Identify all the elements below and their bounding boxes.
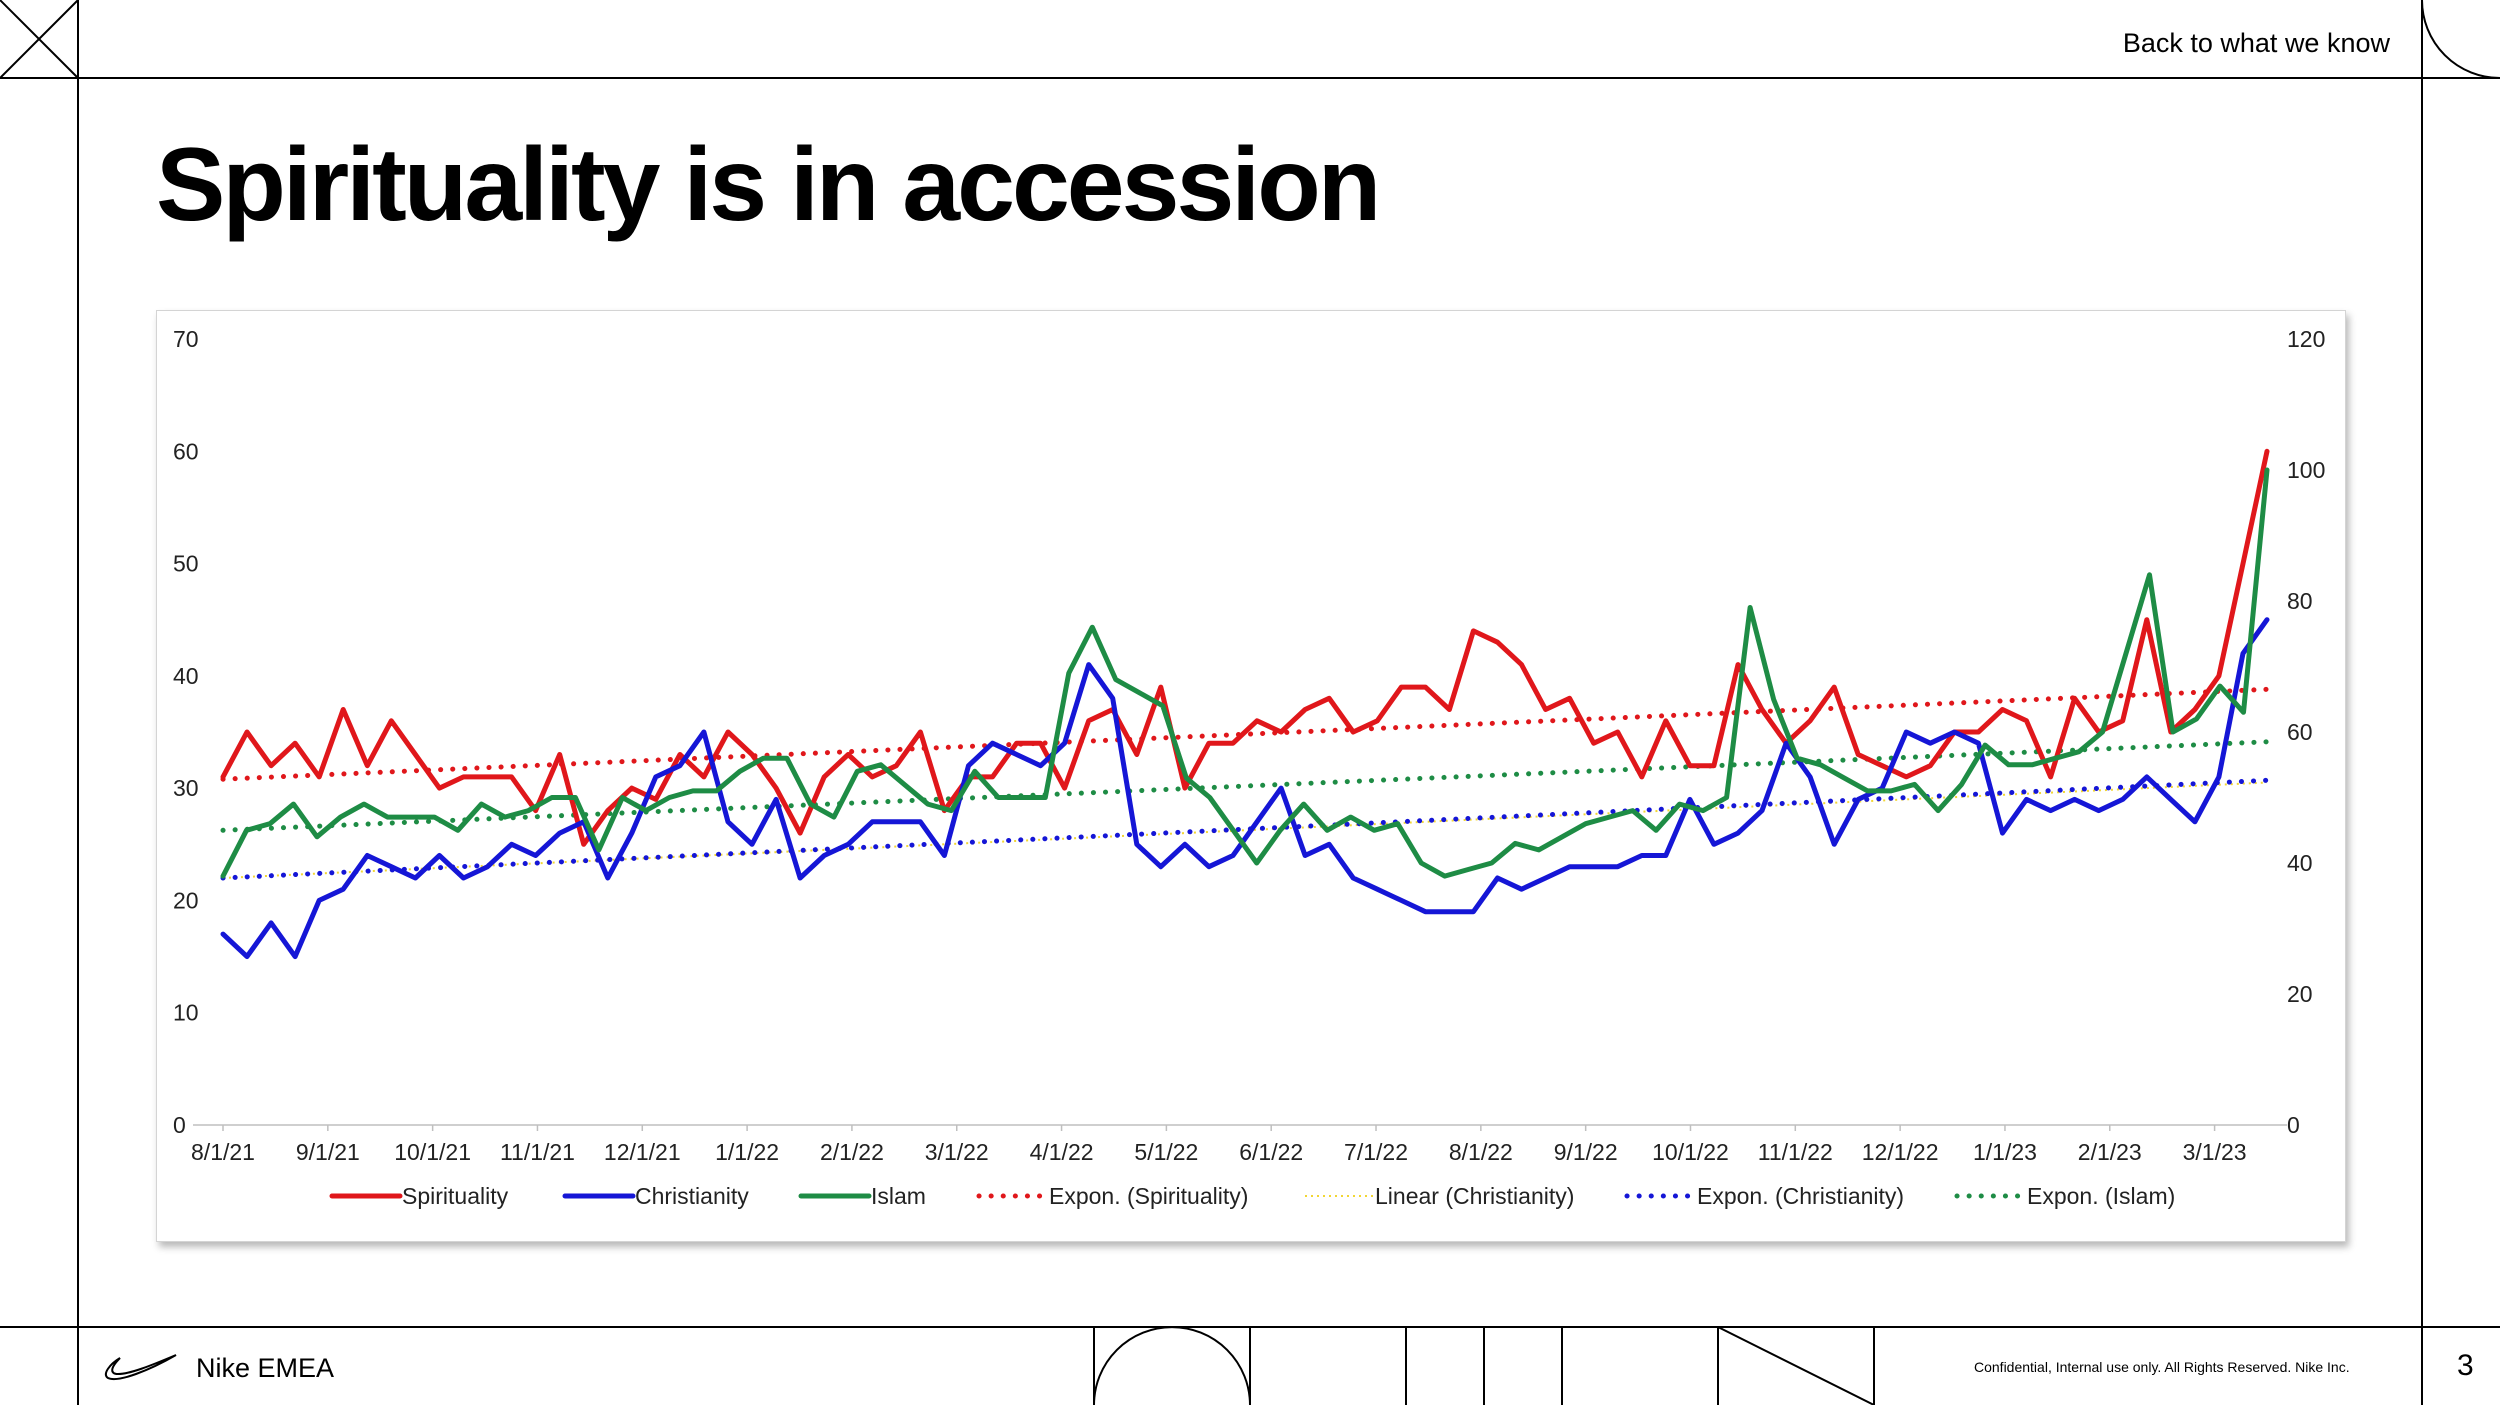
page-number: 3 [2457, 1349, 2474, 1382]
y-left-tick-label: 30 [173, 775, 199, 801]
x-tick-label: 10/1/22 [1652, 1139, 1729, 1165]
x-tick-label: 9/1/21 [296, 1139, 360, 1165]
x-tick-label: 2/1/23 [2078, 1139, 2142, 1165]
y-left-tick-label: 20 [173, 887, 199, 913]
line-chart: 0 10 20 30 40 50 60 70 0 20 40 60 80 100 120 8/1/21 9/1/… [173, 326, 2325, 1209]
legend-label: Expon. (Islam) [2027, 1183, 2175, 1209]
y-left-tick-label: 60 [173, 438, 199, 464]
x-tick-label: 10/1/21 [394, 1139, 471, 1165]
legend-label: Linear (Christianity) [1375, 1183, 1574, 1209]
y-right-tick-label: 40 [2287, 850, 2313, 876]
footer-legal-text: Confidential, Internal use only. All Rig… [1974, 1359, 2350, 1375]
x-tick-label: 12/1/21 [604, 1139, 681, 1165]
swoosh-icon [104, 1354, 177, 1381]
x-tick-label: 3/1/23 [2183, 1139, 2247, 1165]
x-tick-label: 3/1/22 [925, 1139, 989, 1165]
chart-card: 0 10 20 30 40 50 60 70 0 20 40 60 80 100 120 8/1/21 9/1/… [156, 310, 2346, 1242]
x-tick-label: 4/1/22 [1030, 1139, 1094, 1165]
y-right-tick-label: 0 [2287, 1112, 2300, 1138]
x-tick-label: 8/1/22 [1449, 1139, 1513, 1165]
slide-title: Spirituality is in accession [156, 127, 1381, 243]
x-tick-label: 2/1/22 [820, 1139, 884, 1165]
x-tick-label: 5/1/22 [1134, 1139, 1198, 1165]
y-left-tick-label: 70 [173, 326, 199, 352]
x-tick-label: 1/1/23 [1973, 1139, 2037, 1165]
x-tick-label: 11/1/21 [500, 1139, 575, 1165]
series-line-islam [220, 467, 2270, 879]
footer-arc-decoration [1093, 1326, 1251, 1405]
legend-label: Expon. (Spirituality) [1049, 1183, 1248, 1209]
legend-label: Christianity [635, 1183, 749, 1209]
x-tick-label: 12/1/22 [1862, 1139, 1939, 1165]
series-line-linear-christianity [222, 781, 2268, 879]
y-left-tick-label: 50 [173, 551, 199, 577]
back-link[interactable]: Back to what we know [2122, 28, 2390, 58]
y-left-tick-label: 10 [173, 1000, 199, 1026]
x-tick-label: 6/1/22 [1239, 1139, 1303, 1165]
x-tick-label: 11/1/22 [1758, 1139, 1833, 1165]
y-right-tick-label: 60 [2287, 719, 2313, 745]
x-tick-label: 9/1/22 [1554, 1139, 1618, 1165]
corner-arc-decoration [2421, 0, 2500, 79]
legend-label: Spirituality [402, 1183, 509, 1209]
y-right-tick-label: 100 [2287, 457, 2325, 483]
footer-brand: Nike EMEA [196, 1353, 335, 1383]
series-line-christianity [220, 617, 2270, 960]
x-tick-label: 7/1/22 [1344, 1139, 1408, 1165]
legend-label: Islam [871, 1183, 926, 1209]
x-tick-label: 8/1/21 [191, 1139, 255, 1165]
series-line-spirituality [220, 448, 2270, 847]
series-line-expon-islam [220, 739, 2270, 833]
y-right-tick-label: 80 [2287, 588, 2313, 614]
y-right-tick-label: 120 [2287, 326, 2325, 352]
x-tick-label: 1/1/22 [715, 1139, 779, 1165]
y-right-tick-label: 20 [2287, 981, 2313, 1007]
y-left-tick-label: 40 [173, 663, 199, 689]
legend-label: Expon. (Christianity) [1697, 1183, 1904, 1209]
y-left-tick-label: 0 [173, 1112, 186, 1138]
